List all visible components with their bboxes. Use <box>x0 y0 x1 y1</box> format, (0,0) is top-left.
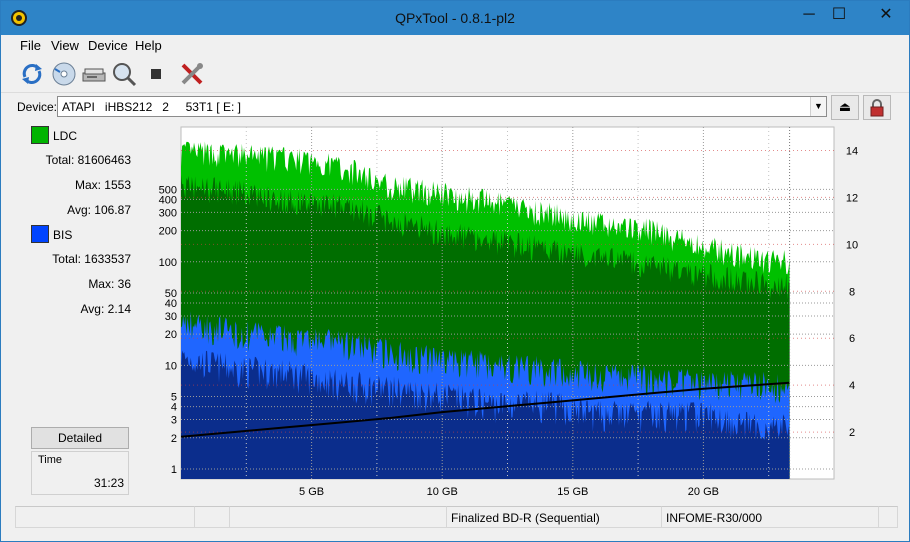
y-left-tick-label-4: 5 <box>171 392 177 404</box>
eject-button[interactable]: ⏏ <box>831 95 859 120</box>
menu-bar: File View Device Help <box>1 35 909 55</box>
y-right-tick-label-0: 2 <box>849 427 855 439</box>
y-left-tick-label-11: 200 <box>159 226 177 238</box>
x-tick-label-0: 5 GB <box>299 486 324 498</box>
ldc-total: Total: 81606463 <box>45 153 131 167</box>
chart-svg: 5 GB 10 GB 15 GB 20 GB123451020304050100200… <box>159 126 858 498</box>
time-box: Time 31:23 <box>31 451 129 495</box>
status-media-type: Finalized BD-R (Sequential) <box>446 506 662 528</box>
menu-view[interactable]: View <box>51 38 79 53</box>
lock-icon <box>870 99 884 117</box>
y-left-tick-label-14: 500 <box>159 184 177 196</box>
stats-panel: LDC Total: 81606463 Max: 1553 Avg: 106.8… <box>15 121 137 501</box>
y-right-tick-label-1: 4 <box>849 380 855 392</box>
chevron-down-icon[interactable]: ▼ <box>810 97 826 116</box>
media-type-text: Finalized BD-R (Sequential) <box>451 511 600 525</box>
device-row: Device: ATAPI iHBS212 2 53T1 [ E: ] ▼ ⏏ <box>1 93 909 121</box>
eject-icon: ⏏ <box>838 99 852 114</box>
y-left-tick-label-3: 4 <box>171 402 177 414</box>
y-left-tick-label-0: 1 <box>171 464 177 476</box>
y-right-tick-label-2: 6 <box>849 333 855 345</box>
status-cell-1 <box>15 506 195 528</box>
refresh-icon[interactable] <box>19 61 45 87</box>
scan-chart: 5 GB 10 GB 15 GB 20 GB 1 2 3 4 5 10 20 30 40 50 100 200… <box>141 121 901 503</box>
y-right-tick-label-5: 12 <box>846 192 858 204</box>
stop-icon[interactable] <box>143 61 169 87</box>
bis-max: Max: 36 <box>88 277 131 291</box>
status-media-id: INFOME-R30/000 <box>661 506 879 528</box>
y-left-tick-label-13: 400 <box>159 194 177 206</box>
status-cell-2 <box>194 506 230 528</box>
settings-tools-icon[interactable] <box>179 61 205 87</box>
status-cell-3 <box>229 506 447 528</box>
bis-total: Total: 1633537 <box>52 252 131 266</box>
disc-info-icon[interactable] <box>51 61 77 87</box>
menu-help[interactable]: Help <box>135 38 162 53</box>
y-left-tick-label-7: 30 <box>165 311 177 323</box>
app-logo-icon <box>11 10 27 26</box>
lock-button[interactable] <box>863 95 891 120</box>
maximize-button[interactable]: ☐ <box>831 6 847 23</box>
toolbar <box>1 55 909 93</box>
y-left-tick-label-1: 2 <box>171 433 177 445</box>
detailed-button[interactable]: Detailed <box>31 427 129 449</box>
bis-legend-label: BIS <box>53 228 73 242</box>
device-select[interactable]: ATAPI iHBS212 2 53T1 [ E: ] ▼ <box>57 96 827 117</box>
y-left-tick-label-9: 50 <box>165 288 177 300</box>
y-right-tick-label-3: 8 <box>849 286 855 298</box>
close-button[interactable]: ✕ <box>879 6 893 23</box>
menu-file[interactable]: File <box>20 38 41 53</box>
time-value: 31:23 <box>93 476 124 490</box>
y-left-tick-label-12: 300 <box>159 207 177 219</box>
device-label: Device: <box>17 100 58 114</box>
y-right-tick-label-4: 10 <box>846 239 858 251</box>
status-bar: Finalized BD-R (Sequential) INFOME-R30/0… <box>1 506 909 528</box>
x-tick-label-1: 10 GB <box>427 486 458 498</box>
minimize-button[interactable]: ─ <box>803 6 815 23</box>
ldc-avg: Avg: 106.87 <box>67 203 131 217</box>
scan-icon[interactable] <box>111 61 137 87</box>
x-tick-label-3: 20 GB <box>688 486 719 498</box>
status-grip[interactable] <box>878 506 898 528</box>
ldc-legend-label: LDC <box>53 129 78 143</box>
drive-icon[interactable] <box>81 61 107 87</box>
bis-mean-area <box>181 350 790 479</box>
ldc-max: Max: 1553 <box>74 178 131 192</box>
y-left-tick-label-2: 3 <box>171 415 177 427</box>
bis-color-swatch <box>31 225 49 243</box>
y-left-tick-label-5: 10 <box>165 360 177 372</box>
y-left-tick-label-8: 40 <box>165 298 177 310</box>
x-tick-label-2: 15 GB <box>557 486 588 498</box>
y-right-tick-label-6: 14 <box>846 145 858 157</box>
menu-device[interactable]: Device <box>88 38 128 53</box>
media-id-text: INFOME-R30/000 <box>666 511 763 525</box>
y-left-tick-label-6: 20 <box>165 329 177 341</box>
device-select-value: ATAPI iHBS212 2 53T1 [ E: ] <box>62 100 241 114</box>
speed-line <box>180 381 790 438</box>
y-left-tick-label-10: 100 <box>159 257 177 269</box>
title-bar[interactable]: QPxTool - 0.8.1-pl2 ─ ☐ ✕ <box>1 1 909 35</box>
time-label: Time <box>38 454 63 466</box>
bis-avg: Avg: 2.14 <box>80 302 131 316</box>
ldc-color-swatch <box>31 126 49 144</box>
window-title: QPxTool - 0.8.1-pl2 <box>395 10 515 26</box>
